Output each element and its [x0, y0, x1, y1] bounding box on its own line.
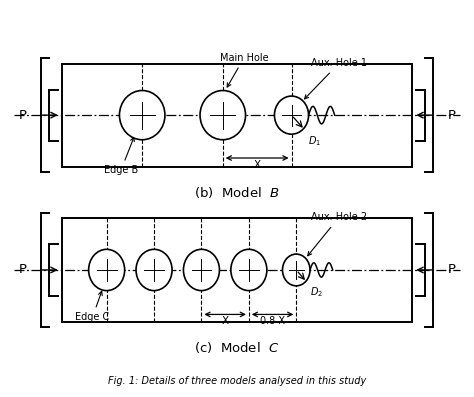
Ellipse shape [183, 249, 219, 291]
Text: Main Hole: Main Hole [220, 53, 268, 87]
Ellipse shape [231, 249, 267, 291]
Text: Aux. Hole 1: Aux. Hole 1 [304, 58, 367, 99]
Text: Edge B: Edge B [104, 137, 138, 175]
Text: Aux. Hole 2: Aux. Hole 2 [308, 212, 367, 256]
Text: 0.8 X: 0.8 X [260, 316, 285, 326]
Text: P: P [447, 109, 456, 121]
Text: P: P [447, 264, 456, 276]
Text: (c)  Model  $C$: (c) Model $C$ [194, 340, 280, 355]
Text: X: X [254, 160, 261, 170]
Text: Edge C: Edge C [75, 291, 109, 322]
Text: Fig. 1: Details of three models analysed in this study: Fig. 1: Details of three models analysed… [108, 376, 366, 386]
Bar [62, 218, 412, 322]
Ellipse shape [200, 91, 246, 140]
Ellipse shape [89, 249, 125, 291]
Ellipse shape [274, 96, 309, 134]
Bar [62, 64, 412, 167]
Text: $D_1$: $D_1$ [309, 135, 321, 148]
Text: X: X [221, 316, 229, 326]
Ellipse shape [136, 249, 172, 291]
Text: P: P [18, 109, 27, 121]
Text: (b)  Model  $B$: (b) Model $B$ [194, 185, 280, 200]
Ellipse shape [283, 254, 310, 286]
Text: $D_2$: $D_2$ [310, 285, 323, 299]
Text: P: P [18, 264, 27, 276]
Ellipse shape [119, 91, 165, 140]
